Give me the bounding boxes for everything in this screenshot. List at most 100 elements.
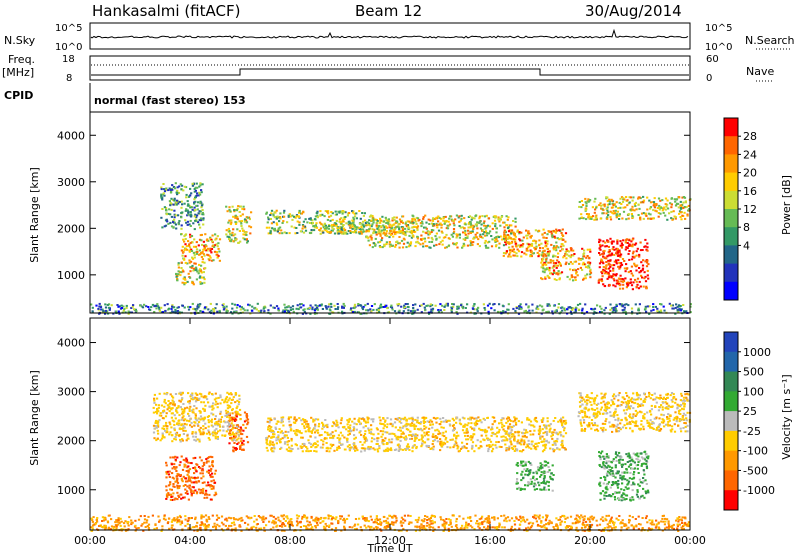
data-cell: [499, 218, 501, 220]
data-cell: [462, 231, 464, 233]
data-cell: [507, 238, 509, 240]
data-cell: [316, 430, 318, 432]
data-cell: [165, 225, 167, 227]
data-cell: [285, 431, 287, 433]
data-cell: [422, 218, 424, 220]
data-cell: [283, 210, 285, 212]
data-cell: [528, 243, 530, 245]
data-cell: [652, 306, 654, 308]
data-cell: [202, 209, 204, 211]
data-cell: [175, 417, 177, 419]
data-cell: [647, 218, 649, 220]
data-cell: [316, 212, 318, 214]
data-cell: [408, 235, 410, 237]
data-cell: [293, 430, 295, 432]
data-cell: [167, 223, 169, 225]
data-cell: [160, 217, 162, 219]
data-cell: [503, 255, 505, 257]
data-cell: [178, 270, 180, 272]
data-cell: [192, 222, 194, 224]
data-cell: [195, 246, 197, 248]
data-cell: [189, 194, 191, 196]
data-cell: [188, 309, 190, 311]
data-cell: [299, 431, 301, 433]
data-cell: [401, 240, 403, 242]
data-cell: [172, 483, 174, 485]
data-cell: [432, 220, 434, 222]
data-cell: [201, 244, 203, 246]
data-cell: [231, 303, 233, 305]
data-cell: [520, 232, 522, 234]
data-cell: [460, 304, 462, 306]
data-cell: [189, 400, 191, 402]
data-cell: [646, 246, 648, 248]
data-cell: [417, 309, 419, 311]
data-cell: [379, 419, 381, 421]
data-cell: [385, 217, 387, 219]
data-cell: [371, 223, 373, 225]
data-cell: [399, 219, 401, 221]
data-cell: [301, 213, 303, 215]
data-cell: [282, 432, 284, 434]
data-cell: [376, 440, 378, 442]
data-cell: [538, 442, 540, 444]
data-cell: [188, 415, 190, 417]
power-panel: [90, 182, 692, 315]
data-cell: [665, 198, 667, 200]
data-cell: [556, 447, 558, 449]
data-cell: [627, 304, 629, 306]
data-cell: [624, 307, 626, 309]
data-cell: [364, 212, 366, 214]
data-cell: [632, 275, 634, 277]
data-cell: [599, 262, 601, 264]
data-cell: [231, 308, 233, 310]
data-cell: [370, 429, 372, 431]
data-cell: [562, 248, 564, 250]
data-cell: [312, 444, 314, 446]
data-cell: [347, 215, 349, 217]
data-cell: [167, 471, 169, 473]
data-cell: [214, 233, 216, 235]
data-cell: [153, 412, 155, 414]
data-cell: [197, 477, 199, 479]
data-cell: [541, 278, 543, 280]
data-cell: [490, 235, 492, 237]
data-cell: [270, 443, 272, 445]
data-cell: [279, 428, 281, 430]
data-cell: [217, 423, 219, 425]
data-cell: [178, 220, 180, 222]
nsky-tick-bottom: 10^0: [55, 42, 82, 53]
data-cell: [165, 485, 167, 487]
colorbar-segment: [724, 245, 738, 264]
data-cell: [496, 240, 498, 242]
data-cell: [192, 258, 194, 260]
data-cell: [516, 255, 518, 257]
colorbar-segment: [724, 118, 738, 137]
data-cell: [632, 200, 634, 202]
data-cell: [191, 395, 193, 397]
data-cell: [180, 494, 182, 496]
data-cell: [408, 221, 410, 223]
data-cell: [509, 423, 511, 425]
data-cell: [302, 304, 304, 306]
data-cell: [517, 230, 519, 232]
data-cell: [170, 499, 172, 501]
data-cell: [489, 230, 491, 232]
data-cell: [525, 235, 527, 237]
data-cell: [202, 212, 204, 214]
data-cell: [175, 466, 177, 468]
data-cell: [231, 232, 233, 234]
data-cell: [202, 465, 204, 467]
data-cell: [532, 433, 534, 435]
data-cell: [158, 404, 160, 406]
data-cell: [583, 250, 585, 252]
data-cell: [675, 204, 677, 206]
data-cell: [318, 425, 320, 427]
data-cell: [367, 303, 369, 305]
data-cell: [306, 221, 308, 223]
data-cell: [359, 423, 361, 425]
data-cell: [210, 468, 212, 470]
data-cell: [485, 240, 487, 242]
data-cell: [444, 236, 446, 238]
data-cell: [208, 415, 210, 417]
